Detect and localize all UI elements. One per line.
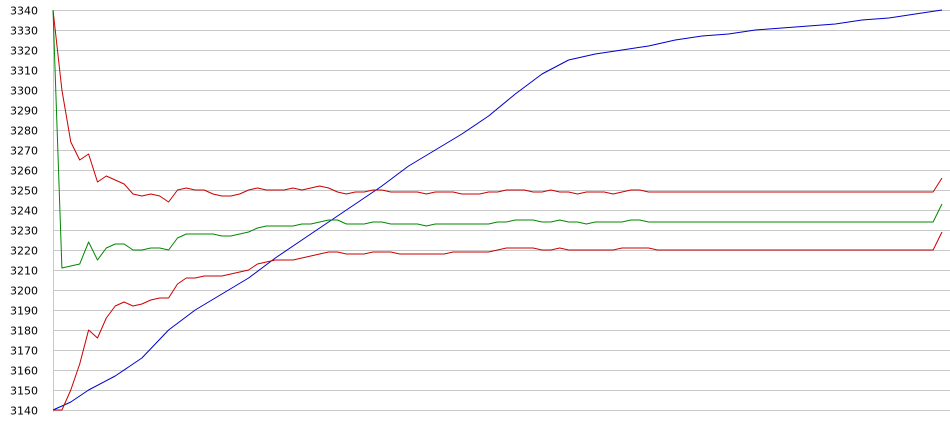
y-tick-label: 3170 xyxy=(10,345,38,358)
y-tick-label: 3220 xyxy=(10,245,38,258)
y-tick-label: 3200 xyxy=(10,285,38,298)
series-line-2 xyxy=(52,9,943,203)
y-tick-label: 3330 xyxy=(10,25,38,38)
y-tick-label: 3180 xyxy=(10,325,38,338)
y-tick-label: 3160 xyxy=(10,365,38,378)
y-tick-label: 3210 xyxy=(10,265,38,278)
grid-lines xyxy=(53,10,950,412)
series-line-4 xyxy=(53,231,943,411)
y-tick-label: 3300 xyxy=(10,85,38,98)
y-tick-label: 3320 xyxy=(10,45,38,58)
y-tick-label: 3190 xyxy=(10,305,38,318)
y-tick-label: 3230 xyxy=(10,225,38,238)
y-tick-label: 3260 xyxy=(10,165,38,178)
y-tick-label: 3310 xyxy=(10,65,38,78)
series-line-3 xyxy=(52,9,943,269)
y-tick-label: 3150 xyxy=(10,385,38,398)
y-tick-label: 3250 xyxy=(10,185,38,198)
y-axis-tick-labels: 3140 3150 3160 3170 3180 3190 3200 3210 3220 3230… xyxy=(10,5,38,418)
y-tick-label: 3280 xyxy=(10,125,38,138)
series-lines xyxy=(52,9,943,411)
series-line-1 xyxy=(52,9,943,411)
y-tick-label: 3240 xyxy=(10,205,38,218)
y-tick-label: 3340 xyxy=(10,5,38,18)
y-tick-label: 3270 xyxy=(10,145,38,158)
y-tick-label: 3140 xyxy=(10,405,38,418)
y-tick-label: 3290 xyxy=(10,105,38,118)
